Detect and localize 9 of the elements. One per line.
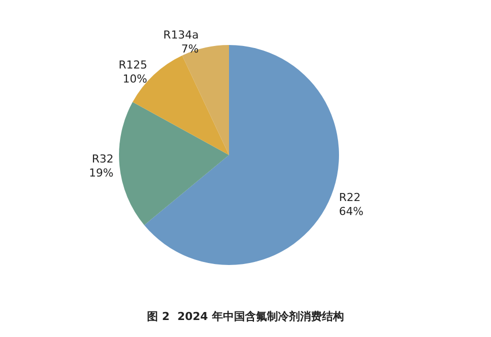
slice-label: R32 (92, 152, 114, 166)
data-label: 7% (181, 42, 199, 56)
slice-label: R125 (118, 58, 148, 72)
data-label: 10% (122, 72, 148, 86)
slice-label: R134a (163, 28, 199, 42)
slice-label: R22 (338, 190, 361, 204)
text: 图 2 2024 年中国含氟制冷剂消费结构 (147, 310, 344, 323)
data-label: 19% (89, 166, 114, 180)
data-label: 64% (338, 204, 364, 218)
